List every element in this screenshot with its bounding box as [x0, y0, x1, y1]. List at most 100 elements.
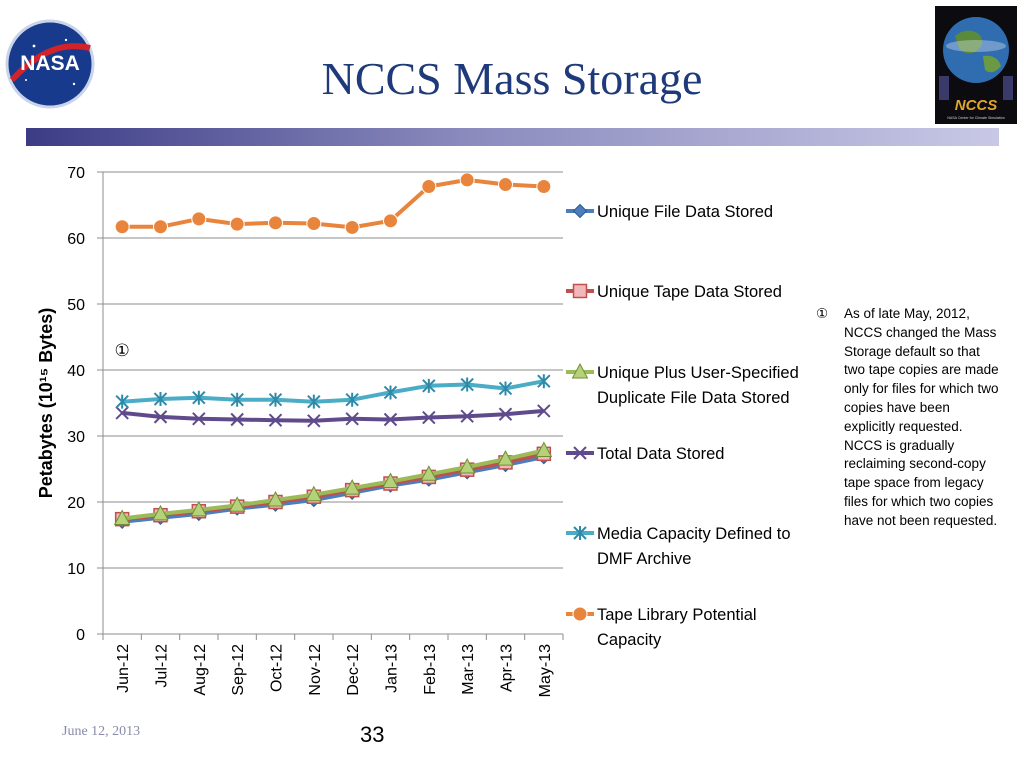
legend-item: Unique Tape Data Stored — [566, 283, 782, 301]
data-point — [498, 177, 513, 193]
data-point — [230, 392, 244, 407]
data-point — [460, 377, 474, 392]
data-point — [192, 390, 206, 405]
nasa-logo-text: NASA — [20, 52, 80, 75]
y-tick-label: 40 — [67, 363, 85, 380]
y-tick-label: 30 — [67, 429, 85, 446]
data-point — [458, 457, 476, 474]
data-point — [115, 394, 129, 409]
page-number: 33 — [360, 722, 385, 747]
data-point — [113, 509, 131, 525]
legend-label: Tape Library Potential Capacity — [597, 606, 757, 649]
data-point — [344, 219, 360, 235]
y-axis-label: Petabytes (10¹⁵ Bytes) — [36, 308, 56, 499]
y-tick-label: 20 — [67, 495, 85, 512]
data-point — [421, 179, 437, 195]
legend-item: Unique File Data Stored — [566, 203, 773, 221]
data-point — [459, 172, 475, 188]
legend-swatch-marker — [572, 283, 588, 299]
legend-swatch-marker — [572, 606, 588, 622]
x-tick-label: Nov-12 — [307, 644, 324, 696]
data-point — [537, 374, 551, 389]
data-point — [383, 213, 398, 229]
y-tick-label: 60 — [67, 231, 85, 248]
data-point — [383, 412, 398, 427]
data-point — [306, 215, 322, 231]
legend-label: Unique File Data Stored — [597, 203, 773, 221]
series-3 — [115, 404, 551, 428]
legend-label: Unique Tape Data Stored — [597, 283, 782, 301]
data-point — [268, 392, 283, 407]
series-5 — [114, 172, 552, 235]
data-point — [345, 392, 359, 407]
legend-item: Unique Plus User-Specified Duplicate File… — [566, 362, 799, 407]
legend-swatch-marker — [573, 526, 587, 540]
legend-item: Media Capacity Defined to DMF Archive — [566, 525, 791, 568]
x-tick-label: May-13 — [537, 644, 554, 697]
data-point — [535, 441, 553, 458]
nccs-logo: NCCS NASA Center for Climate Simulation — [935, 6, 1017, 124]
series-line — [121, 448, 545, 521]
data-point — [152, 504, 169, 521]
x-tick-label: Oct-12 — [269, 644, 286, 692]
header-gradient-bar — [26, 128, 999, 146]
data-point — [153, 410, 168, 424]
storage-line-chart: 0 10 20 30 40 50 60 70 Jun-12 Jul-12 Aug-12 Sep-12 O… — [36, 165, 799, 697]
y-tick-label: 70 — [67, 165, 85, 182]
data-point — [229, 216, 245, 232]
x-tick-label: Mar-13 — [460, 644, 477, 695]
y-tick-label: 0 — [76, 627, 85, 644]
y-tick-label: 10 — [67, 561, 85, 578]
data-point — [230, 412, 244, 427]
data-point — [498, 381, 513, 396]
data-point — [153, 219, 168, 235]
series-4 — [115, 374, 551, 409]
x-tick-label: Aug-12 — [192, 644, 209, 696]
x-tick-label: Jul-12 — [154, 644, 171, 688]
note-text: As of late May, 2012, NCCS changed the M… — [844, 306, 999, 528]
legend-label: Unique Plus User-Specified Duplicate File… — [597, 364, 799, 407]
series-2 — [113, 441, 553, 525]
data-point — [382, 472, 399, 489]
data-point — [343, 479, 361, 495]
series-1 — [114, 446, 552, 527]
data-point — [153, 392, 168, 407]
data-point — [537, 404, 551, 418]
data-point — [114, 219, 130, 235]
data-point — [420, 465, 438, 481]
data-point — [305, 485, 323, 502]
nasa-logo: NASA — [5, 19, 95, 109]
data-point — [267, 490, 284, 507]
data-point — [268, 413, 283, 427]
series-line — [122, 177, 544, 230]
slide-title: NCCS Mass Storage — [321, 53, 703, 104]
legend-label: Media Capacity Defined to DMF Archive — [597, 525, 791, 568]
legend-item: Tape Library Potential Capacity — [566, 606, 757, 649]
series-line — [122, 379, 545, 404]
data-point — [115, 406, 129, 420]
data-point — [191, 211, 207, 227]
data-point — [498, 407, 513, 421]
data-point — [307, 394, 321, 409]
x-tick-label: Apr-13 — [499, 644, 516, 692]
x-tick-label: Sep-12 — [230, 644, 247, 696]
data-point — [460, 409, 474, 423]
data-point — [190, 500, 208, 517]
data-point — [422, 378, 436, 393]
x-tick-label: Jan-13 — [384, 644, 401, 693]
legend-swatch-marker — [571, 362, 589, 379]
data-point — [268, 215, 283, 231]
data-point — [228, 496, 246, 512]
x-tick-label: Jun-12 — [115, 644, 132, 693]
legend-swatch-marker — [572, 203, 588, 219]
chart-annotation: ① — [115, 341, 130, 361]
data-point — [422, 410, 436, 425]
data-point — [383, 385, 398, 400]
legend-item: Total Data Stored — [566, 445, 725, 463]
data-point — [345, 412, 359, 426]
nccs-logo-caption: NASA Center for Climate Simulation — [947, 116, 1005, 120]
series-line — [121, 408, 544, 423]
data-point — [192, 412, 206, 426]
legend-swatch-marker — [573, 446, 587, 460]
legend-label: Total Data Stored — [597, 445, 725, 463]
